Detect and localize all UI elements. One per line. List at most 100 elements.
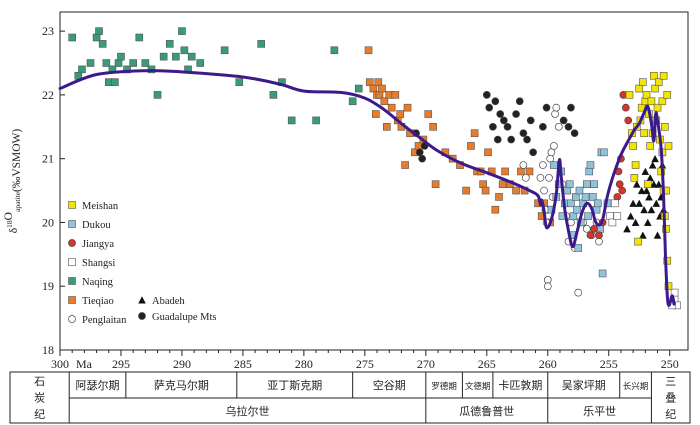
- strat-stage-label: 亚丁斯克期: [267, 379, 322, 392]
- tieqiao-point: [365, 78, 374, 86]
- naqing-point: [178, 27, 186, 35]
- penglaitan-point: [546, 154, 555, 163]
- meishan-point: [629, 142, 637, 150]
- x-tick-label: 265: [478, 357, 496, 371]
- dukou-point: [585, 167, 594, 176]
- guadalupe-point: [493, 135, 502, 144]
- meishan-point: [659, 71, 668, 80]
- tieqiao-point: [462, 186, 470, 195]
- dukou-point: [582, 180, 591, 188]
- legend-label-penglaitan: Penglaitan: [82, 315, 127, 326]
- abadeh-point: [629, 199, 637, 207]
- tieqiao-point: [501, 167, 509, 176]
- guadalupe-point: [515, 97, 524, 106]
- penglaitan-point: [543, 282, 552, 291]
- legend-item-jiangya: Jiangya: [68, 239, 114, 250]
- y-tick-label: 18: [42, 343, 54, 357]
- legend-label-meishan: Meishan: [82, 201, 119, 212]
- meishan-point: [661, 122, 669, 131]
- tieqiao-point: [479, 180, 487, 188]
- x-tick-label: 290: [173, 357, 191, 371]
- naqing-point: [180, 46, 189, 55]
- guadalupe-point: [415, 148, 424, 157]
- strat-stage-label: 空谷期: [373, 378, 406, 392]
- legend-marker-naqing: [68, 277, 76, 285]
- strat-stage-label: 阿瑟尔期: [76, 379, 120, 392]
- y-tick-label: 22: [42, 88, 54, 102]
- legend-item-shangsi: Shangsi: [68, 258, 115, 269]
- x-tick-label: 280: [295, 357, 313, 371]
- tieqiao-point: [369, 84, 378, 93]
- legend-marker-guadalupe: [138, 312, 146, 320]
- dukou-point: [563, 186, 572, 195]
- guadalupe-point: [542, 103, 551, 112]
- tieqiao-point: [403, 103, 412, 112]
- legend-item-dukou: Dukou: [68, 220, 111, 231]
- legend-item-guadalupe: Guadalupe Mts: [138, 312, 216, 323]
- naqing-point: [102, 59, 111, 67]
- penglaitan-point: [595, 237, 603, 246]
- trend-line: [58, 69, 676, 307]
- guadalupe-point: [570, 129, 579, 138]
- guadalupe-point: [523, 135, 531, 144]
- trend-curve: [58, 69, 676, 307]
- naqing-point: [187, 52, 196, 61]
- dukou-point: [581, 193, 590, 201]
- x-tick-label: 270: [417, 357, 435, 371]
- meishan-point: [651, 84, 659, 93]
- tieqiao-point: [525, 167, 534, 176]
- guadalupe-point: [496, 110, 505, 118]
- meishan-point: [639, 78, 647, 86]
- naqing-point: [165, 40, 174, 48]
- strat-stage-label: 长兴期: [623, 381, 649, 392]
- meishan-point: [630, 174, 639, 182]
- dukou-point: [569, 212, 578, 220]
- meishan-point: [653, 103, 662, 112]
- meishan-point: [631, 161, 640, 169]
- naqing-point: [235, 78, 244, 86]
- shangsi-point: [611, 199, 619, 208]
- strat-series-label: 瓜德鲁普世: [459, 404, 514, 418]
- guadalupe-point: [564, 122, 573, 131]
- meishan-point: [664, 142, 673, 150]
- legend-marker-jiangya: [68, 239, 76, 247]
- shangsi-point: [613, 212, 622, 220]
- dukou-point: [575, 186, 584, 195]
- meishan-point: [654, 78, 663, 86]
- strat-series-label: 乐平世: [583, 405, 616, 418]
- tieqiao-point: [470, 129, 479, 137]
- abadeh-point: [652, 199, 661, 207]
- penglaitan-point: [547, 148, 556, 157]
- meishan-point: [643, 180, 652, 188]
- naqing-point: [172, 52, 180, 61]
- legend-label-shangsi: Shangsi: [82, 258, 115, 269]
- dukou-point: [590, 180, 598, 188]
- guadalupe-point: [482, 91, 491, 99]
- guadalupe-point: [519, 129, 528, 138]
- abadeh-point: [650, 180, 658, 188]
- y-axis-label: δ18Oapatite(‰VSMOW): [3, 129, 23, 234]
- abadeh-point: [654, 180, 663, 188]
- legend-marker-meishan: [68, 201, 76, 209]
- strat-stage-label: 文德期: [465, 381, 491, 392]
- naqing-point: [111, 78, 119, 86]
- penglaitan-point: [521, 173, 530, 182]
- penglaitan-point: [519, 161, 528, 169]
- penglaitan-point: [552, 103, 561, 112]
- tieqiao-point: [424, 110, 433, 118]
- x-axis: 300 295 290 285 280 275 270 265 260 255 250 Ma: [51, 350, 679, 371]
- guadalupe-point: [507, 135, 516, 144]
- tieqiao-point: [467, 142, 475, 150]
- penglaitan-point: [582, 224, 591, 233]
- legend-marker-dukou: [68, 220, 76, 228]
- naqing-point: [92, 33, 101, 42]
- tieqiao-point: [364, 46, 373, 55]
- stratigraphy-table: 石炭纪 三叠纪 阿瑟尔期 萨克马尔期 亚丁斯克期 空谷期 罗德期 文德期 卡匹敦期 吴家坪期 长兴期…: [9, 371, 691, 424]
- tieqiao-point: [491, 205, 500, 214]
- tieqiao-point: [429, 122, 437, 131]
- series-naqing: [68, 27, 363, 125]
- naqing-point: [135, 33, 144, 42]
- x-tick-label: 300: [51, 357, 69, 371]
